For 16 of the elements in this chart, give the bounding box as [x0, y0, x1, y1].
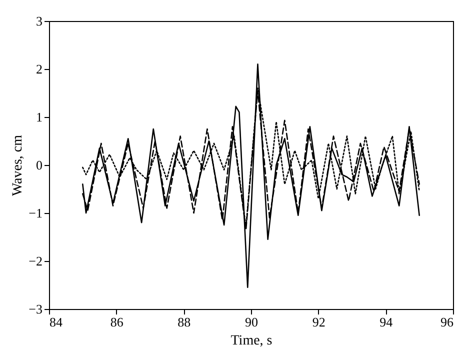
y-tick-label: 3	[36, 14, 42, 28]
y-tick-label: 2	[36, 62, 42, 76]
x-tick-label: 96	[440, 314, 454, 330]
x-tick-label: 94	[380, 314, 394, 330]
x-tick-label: 86	[110, 314, 124, 330]
y-tick-label: −3	[28, 302, 42, 316]
x-tick-label: 90	[245, 314, 258, 330]
y-axis-title: Waves, cm	[10, 134, 26, 196]
x-tick-label: 84	[50, 314, 63, 330]
x-axis-title: Time, s	[230, 334, 272, 348]
y-tick-label: 0	[36, 158, 42, 172]
y-tick-label: −2	[28, 254, 42, 268]
x-tick-label: 92	[312, 314, 326, 330]
y-tick-label: 1	[36, 110, 42, 124]
y-tick-label: −1	[28, 206, 42, 220]
x-tick-label: 88	[178, 314, 191, 330]
